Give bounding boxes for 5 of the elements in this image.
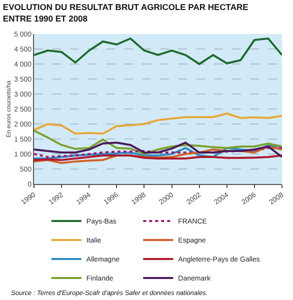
line-series: [34, 130, 282, 155]
chart-title: EVOLUTION DU RESULTAT BRUT AGRICOLE PAR HECTARE ENTRE 1990 ET 2008: [2, 2, 249, 24]
line-series: [34, 142, 282, 158]
line-series: [34, 38, 282, 65]
line-series: [34, 112, 282, 135]
